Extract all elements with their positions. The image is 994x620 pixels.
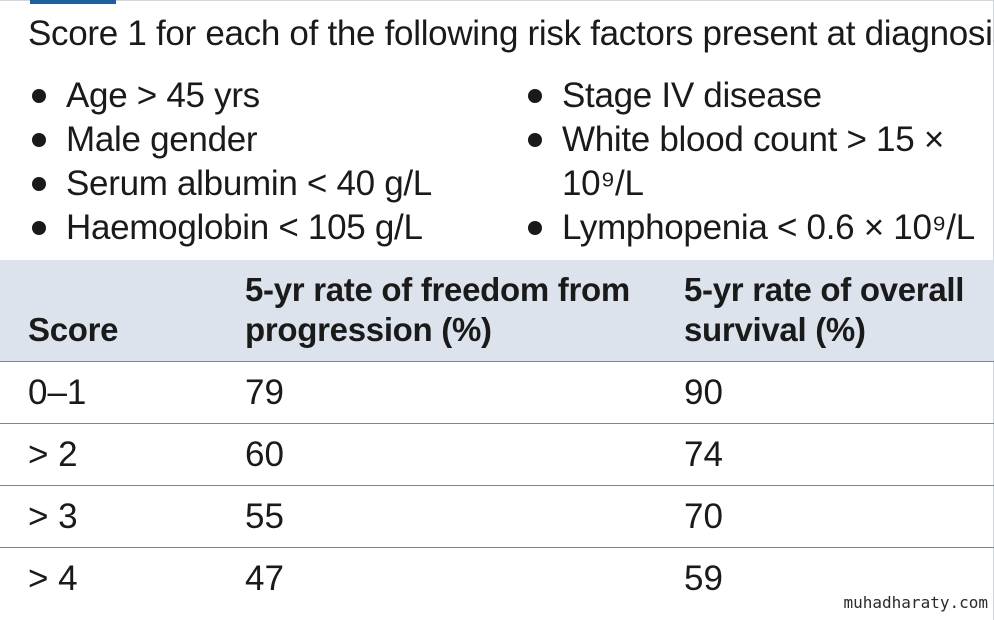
survival-cell: 59 [684, 559, 723, 598]
risk-factor-label: Haemoglobin < 105 g/L [66, 208, 423, 247]
watermark: muhadharaty.com [843, 593, 989, 612]
risk-factor-label-continued: 10⁹/L [562, 164, 644, 203]
bullet-icon [32, 89, 46, 103]
risk-factor-label: Age > 45 yrs [66, 76, 260, 115]
risk-factor-item: Lymphopenia < 0.6 × 10⁹/L [524, 206, 975, 250]
survival-cell: 74 [684, 435, 723, 474]
table-row: 0–1 79 90 [0, 362, 994, 424]
bullet-icon [528, 221, 542, 235]
top-border [0, 0, 994, 1]
risk-factor-label: Serum albumin < 40 g/L [66, 164, 432, 203]
bullet-icon [32, 177, 46, 191]
bullet-icon [32, 221, 46, 235]
column-header-overall-survival: 5-yr rate of overall survival (%) [684, 271, 965, 348]
risk-factor-column-right: Stage IV disease White blood count > 15 … [524, 74, 975, 250]
risk-factor-item: White blood count > 15 × 10⁹/L [524, 118, 975, 206]
score-cell: > 2 [28, 435, 78, 474]
risk-factor-label: Stage IV disease [562, 76, 822, 115]
survival-cell: 90 [684, 373, 723, 412]
table-row: > 4 47 59 [0, 548, 994, 609]
score-cell: > 3 [28, 497, 78, 536]
risk-factor-column-left: Age > 45 yrs Male gender Serum albumin <… [28, 74, 432, 250]
bullet-icon [32, 133, 46, 147]
risk-factor-item: Age > 45 yrs [28, 74, 432, 118]
header-tab-accent [30, 0, 116, 4]
column-header-score: Score [28, 311, 119, 348]
score-cell: 0–1 [28, 373, 87, 412]
freedom-cell: 60 [245, 435, 284, 474]
freedom-cell: 47 [245, 559, 284, 598]
risk-factor-item: Male gender [28, 118, 432, 162]
column-header-freedom-from-progression: 5-yr rate of freedom from progression (%… [245, 271, 630, 348]
risk-factor-label: Male gender [66, 120, 258, 159]
risk-factor-item: Stage IV disease [524, 74, 975, 118]
risk-factor-item: Haemoglobin < 105 g/L [28, 206, 432, 250]
bullet-icon [528, 133, 542, 147]
freedom-cell: 79 [245, 373, 284, 412]
bullet-icon [528, 89, 542, 103]
table-row: > 2 60 74 [0, 424, 994, 486]
table-row: > 3 55 70 [0, 486, 994, 548]
freedom-cell: 55 [245, 497, 284, 536]
risk-factor-item: Serum albumin < 40 g/L [28, 162, 432, 206]
risk-factor-label: Lymphopenia < 0.6 × 10⁹/L [562, 208, 975, 247]
risk-factor-label: White blood count > 15 × [562, 120, 944, 159]
intro-text: Score 1 for each of the following risk f… [28, 14, 994, 53]
score-cell: > 4 [28, 559, 78, 598]
survival-cell: 70 [684, 497, 723, 536]
table-header: Score 5-yr rate of freedom from progress… [0, 260, 994, 362]
